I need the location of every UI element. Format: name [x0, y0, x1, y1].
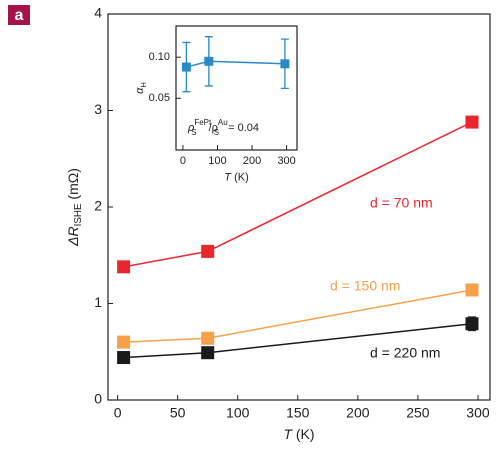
ann-rho: ρ: [187, 122, 194, 134]
x-tick-label: 200: [243, 155, 261, 167]
x-label-unit: (K): [234, 171, 249, 183]
ann-sub: S: [191, 128, 196, 137]
y-tick-label: 0: [94, 391, 102, 407]
series-label: d = 150 nm: [330, 278, 400, 294]
x-tick-label: 0: [180, 155, 186, 167]
plot-frame: [175, 25, 298, 151]
marker: [117, 260, 131, 274]
ann-rest: = 0.04: [225, 122, 259, 134]
marker: [117, 335, 131, 349]
marker: [181, 62, 191, 72]
y-tick-label: 0.10: [149, 51, 170, 63]
x-tick-label: 300: [277, 155, 295, 167]
series-label: d = 70 nm: [370, 195, 433, 211]
x-tick-label: 250: [406, 405, 430, 421]
x-tick-label: 0: [114, 405, 122, 421]
y-tick-label: 0.05: [149, 92, 170, 104]
marker: [201, 244, 215, 258]
marker: [201, 346, 215, 360]
y-axis-label: ΔRISHE (mΩ): [65, 168, 84, 247]
x-tick-label: 300: [466, 405, 490, 421]
x-tick-label: 200: [346, 405, 370, 421]
ann-sup: FePt: [194, 118, 212, 127]
marker: [465, 283, 479, 297]
marker: [465, 115, 479, 129]
y-axis-label: αH: [134, 82, 148, 94]
marker: [280, 59, 290, 69]
y-label-sub: H: [139, 82, 148, 88]
series-label: d = 220 nm: [370, 345, 440, 361]
panel-label: a: [15, 7, 24, 24]
x-axis-label: T (K): [224, 171, 248, 183]
annotation: ρFePt S/ρAu S = 0.04: [187, 118, 259, 137]
x-label-var: T: [224, 171, 232, 183]
marker: [117, 351, 131, 365]
y-tick-label: 1: [94, 294, 102, 310]
y-tick-label: 2: [94, 198, 102, 214]
marker: [465, 317, 479, 331]
x-label-unit: (K): [296, 426, 315, 442]
marker: [204, 56, 214, 66]
x-tick-label: 100: [208, 155, 226, 167]
ann-sub: S: [214, 128, 219, 137]
y-label-main: α: [134, 87, 146, 94]
x-label-var: T: [283, 426, 293, 442]
y-label-main: ΔR: [65, 226, 81, 247]
panel-label-box: [8, 5, 30, 25]
ann-slash: /ρ: [209, 122, 218, 134]
inset-bg: [176, 26, 297, 150]
x-axis-label: T (K): [283, 426, 314, 442]
x-tick-label: 100: [226, 405, 250, 421]
ann-sup: Au: [218, 118, 228, 127]
y-tick-label: 4: [94, 5, 102, 21]
series-line: [123, 289, 473, 343]
y-label-sub: ISHE: [73, 203, 84, 226]
x-tick-label: 150: [286, 405, 310, 421]
x-tick-label: 50: [170, 405, 186, 421]
marker: [201, 331, 215, 345]
y-tick-label: 3: [94, 101, 102, 117]
y-label-unit: (mΩ): [65, 168, 81, 203]
